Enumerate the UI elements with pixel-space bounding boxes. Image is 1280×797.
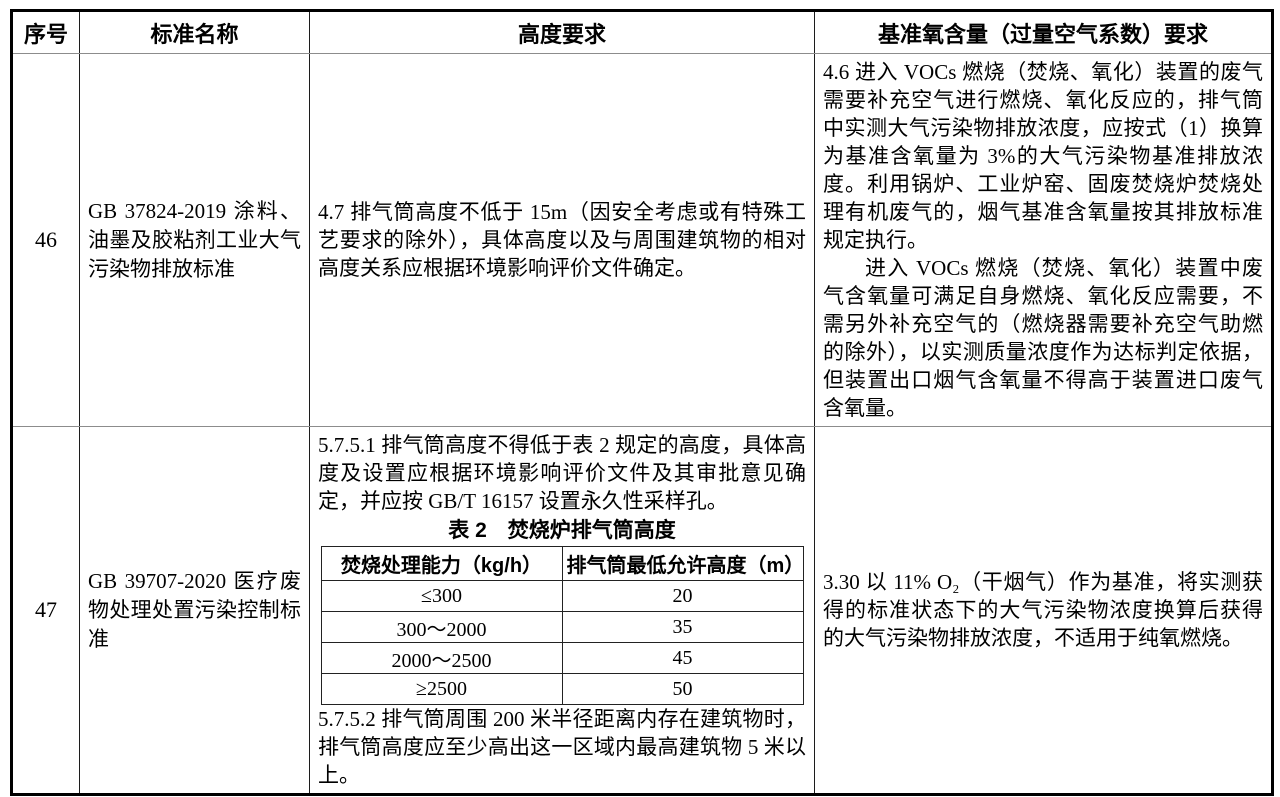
row-46-oxygen-paragraph-2: 进入 VOCs 燃烧（焚烧、氧化）装置中废气含氧量可满足自身燃烧、氧化反应需要，… (823, 256, 1263, 420)
inner-cell-capacity: ≤300 (320, 580, 563, 612)
table-row-47: 47 GB 39707-2020 医疗废物处理处置污染控制标准 5.7.5.1 … (11, 426, 1273, 795)
row-46-height-requirement: 4.7 排气筒高度不低于 15m（因安全考虑或有特殊工艺要求的除外），具体高度以… (309, 53, 815, 427)
inner-table-row: 300～2000 35 (320, 611, 804, 643)
table-header-row: 序号 标准名称 高度要求 基准氧含量（过量空气系数）要求 (11, 10, 1273, 54)
header-oxygen-requirement: 基准氧含量（过量空气系数）要求 (814, 10, 1273, 54)
row-47-height-paragraph-1: 5.7.5.1 排气筒高度不得低于表 2 规定的高度，具体高度及设置应根据环境影… (318, 433, 806, 513)
row-47-height-requirement: 5.7.5.1 排气筒高度不得低于表 2 规定的高度，具体高度及设置应根据环境影… (309, 426, 815, 795)
inner-cell-capacity: 2000～2500 (320, 642, 563, 674)
row-47-standard-name: GB 39707-2020 医疗废物处理处置污染控制标准 (79, 426, 310, 795)
inner-cell-min-height: 50 (561, 673, 804, 705)
inner-cell-min-height: 45 (561, 642, 804, 674)
header-height-requirement: 高度要求 (309, 10, 815, 54)
inner-table-row: ≥2500 50 (320, 673, 804, 705)
inner-table-title: 表 2 焚烧炉排气筒高度 (448, 519, 676, 542)
inner-table-header-row: 焚烧处理能力（kg/h） 排气筒最低允许高度（m） (320, 546, 804, 581)
row-46-oxygen-paragraph-1: 4.6 进入 VOCs 燃烧（焚烧、氧化）装置的废气需要补充空气进行燃烧、氧化反… (823, 60, 1263, 252)
inner-table-row: ≤300 20 (320, 580, 804, 612)
row-47-height-paragraph-2: 5.7.5.2 排气筒周围 200 米半径距离内存在建筑物时，排气筒高度应至少高… (318, 707, 806, 787)
row-46-height-text: 4.7 排气筒高度不低于 15m（因安全考虑或有特殊工艺要求的除外），具体高度以… (318, 200, 806, 280)
row-46-seq: 46 (11, 53, 80, 427)
table-row-46: 46 GB 37824-2019 涂料、油墨及胶粘剂工业大气污染物排放标准 4.… (11, 53, 1273, 427)
row-47-oxygen-requirement: 3.30 以 11% O₂（干烟气）作为基准，将实测获得的标准状态下的大气污染物… (814, 426, 1273, 795)
stack-height-inner-table: 焚烧处理能力（kg/h） 排气筒最低允许高度（m） ≤300 20 300～20… (320, 546, 804, 705)
inner-cell-capacity: 300～2000 (320, 611, 563, 643)
inner-header-capacity: 焚烧处理能力（kg/h） (320, 546, 563, 581)
header-seq: 序号 (11, 10, 80, 54)
inner-cell-capacity: ≥2500 (320, 673, 563, 705)
row-47-oxygen-text: 3.30 以 11% O₂（干烟气）作为基准，将实测获得的标准状态下的大气污染物… (823, 570, 1263, 650)
inner-table-row: 2000～2500 45 (320, 642, 804, 674)
row-47-seq: 47 (11, 426, 80, 795)
row-46-oxygen-requirement: 4.6 进入 VOCs 燃烧（焚烧、氧化）装置的废气需要补充空气进行燃烧、氧化反… (814, 53, 1273, 427)
row-46-standard-name: GB 37824-2019 涂料、油墨及胶粘剂工业大气污染物排放标准 (79, 53, 310, 427)
document-page: 序号 标准名称 高度要求 基准氧含量（过量空气系数）要求 46 GB 37824… (10, 9, 1274, 796)
inner-cell-min-height: 35 (561, 611, 804, 643)
standards-table: 序号 标准名称 高度要求 基准氧含量（过量空气系数）要求 46 GB 37824… (10, 9, 1274, 796)
inner-header-min-height: 排气筒最低允许高度（m） (561, 546, 804, 581)
inner-cell-min-height: 20 (561, 580, 804, 612)
header-standard-name: 标准名称 (79, 10, 310, 54)
